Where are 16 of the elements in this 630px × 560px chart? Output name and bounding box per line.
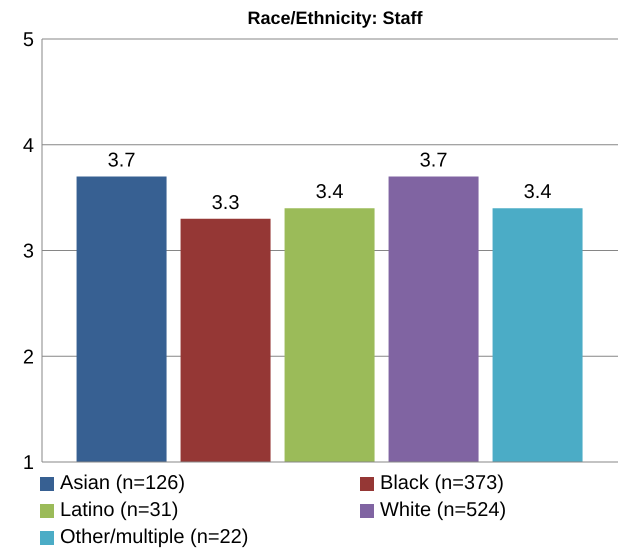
legend-label: Other/multiple (n=22) <box>60 526 248 549</box>
legend-label: White (n=524) <box>380 499 506 522</box>
y-tick-label: 1 <box>22 452 34 474</box>
chart-title: Race/Ethnicity: Staff <box>246 8 424 29</box>
y-tick-label: 2 <box>22 346 34 368</box>
data-label: 3.4 <box>316 181 344 204</box>
data-label: 3.3 <box>212 192 240 214</box>
data-label: 3.4 <box>524 181 552 204</box>
legend-label: Latino (n=31) <box>60 499 178 522</box>
legend-label: Asian (n=126) <box>60 472 186 495</box>
legend-label: Black (n=373) <box>380 472 504 495</box>
y-tick-label: 4 <box>22 134 34 157</box>
data-label: 3.7 <box>108 149 136 172</box>
data-label: 3.7 <box>420 149 448 172</box>
y-tick-label: 5 <box>22 29 34 52</box>
y-tick-label: 3 <box>22 240 34 263</box>
